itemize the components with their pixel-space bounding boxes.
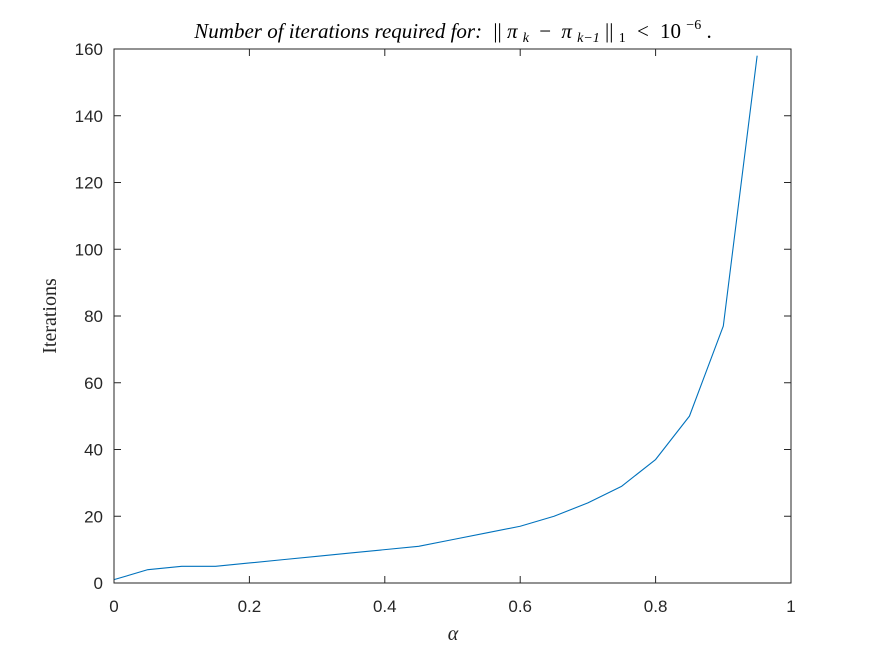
- x-tick-label: 0: [109, 597, 118, 616]
- x-axis-label: α: [448, 623, 459, 645]
- y-tick-label: 140: [75, 107, 103, 126]
- y-tick-label: 160: [75, 40, 103, 59]
- y-tick-label: 40: [84, 441, 103, 460]
- title-pi-2: π: [561, 19, 572, 43]
- title-sub-k-minus-1: k−1: [577, 31, 600, 46]
- title-period: .: [706, 19, 711, 43]
- series-line-0: [113, 55, 758, 581]
- x-tick-label: 0.6: [508, 597, 532, 616]
- title-pi: π: [507, 19, 518, 43]
- title-base: 10: [660, 19, 681, 43]
- series-layer: [113, 55, 758, 581]
- title-less-than: <: [637, 19, 649, 43]
- title-sub-1: 1: [619, 31, 626, 46]
- y-tick-label: 80: [84, 307, 103, 326]
- title-norm-close: ||: [605, 19, 613, 43]
- x-tick-label: 0.2: [238, 597, 262, 616]
- title-minus: −: [539, 19, 551, 43]
- y-axis-label: Iterations: [39, 278, 61, 354]
- y-tick-label: 0: [94, 574, 103, 593]
- x-tick-labels: 0 0.2 0.4 0.6 0.8 1: [109, 597, 795, 616]
- x-tick-label: 0.4: [373, 597, 397, 616]
- title-text: Number of iterations required for:: [193, 19, 482, 43]
- y-tick-labels: 0 20 40 60 80 100 120 140 160: [75, 40, 103, 593]
- title-norm-open: ||: [493, 19, 501, 43]
- plot-area: [114, 49, 791, 583]
- title-sub-k: k: [523, 31, 530, 46]
- y-tick-label: 100: [75, 240, 103, 259]
- x-tick-label: 0.8: [644, 597, 668, 616]
- y-tick-label: 20: [84, 507, 103, 526]
- y-tick-label: 60: [84, 374, 103, 393]
- tick-marks: [113, 48, 792, 584]
- chart-title: Number of iterations required for: || π …: [193, 10, 711, 47]
- x-tick-label: 1: [786, 597, 795, 616]
- title-exponent: −6: [686, 18, 701, 33]
- y-tick-label: 120: [75, 174, 103, 193]
- plot-background: [114, 49, 791, 583]
